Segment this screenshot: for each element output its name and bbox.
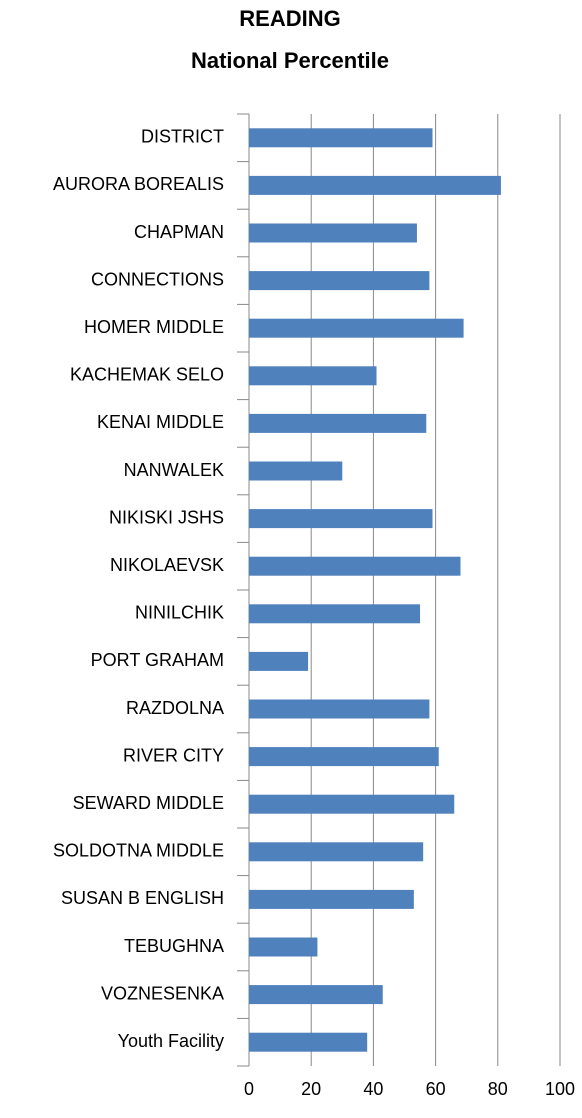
y-tick-label: NINILCHIK xyxy=(135,603,224,623)
chart-subtitle: National Percentile xyxy=(191,48,389,73)
bar xyxy=(249,175,501,195)
x-tick-label: 40 xyxy=(363,1079,383,1099)
y-tick-label: RAZDOLNA xyxy=(126,698,224,718)
x-tick-label: 100 xyxy=(545,1079,575,1099)
y-tick-label: NIKISKI JSHS xyxy=(109,507,224,527)
y-tick-label: PORT GRAHAM xyxy=(91,650,224,670)
y-tick-label: AURORA BOREALIS xyxy=(53,174,224,194)
x-tick-label: 20 xyxy=(301,1079,321,1099)
y-tick-label: TEBUGHNA xyxy=(124,936,224,956)
bar xyxy=(249,413,427,433)
y-tick-label: DISTRICT xyxy=(141,127,224,147)
bar xyxy=(249,271,430,291)
y-tick-label: KENAI MIDDLE xyxy=(97,412,224,432)
y-tick-label: SOLDOTNA MIDDLE xyxy=(53,841,224,861)
y-tick-label: Youth Facility xyxy=(118,1031,224,1051)
y-tick-label: KACHEMAK SELO xyxy=(70,365,224,385)
y-tick-label: VOZNESENKA xyxy=(101,983,224,1003)
y-tick-label: SEWARD MIDDLE xyxy=(73,793,224,813)
x-tick-label: 60 xyxy=(426,1079,446,1099)
y-tick-label: SUSAN B ENGLISH xyxy=(61,888,224,908)
bar xyxy=(249,985,383,1005)
chart-title: READING xyxy=(239,6,340,31)
x-tick-label: 80 xyxy=(488,1079,508,1099)
bar xyxy=(249,937,318,957)
bar xyxy=(249,651,309,671)
bar xyxy=(249,461,343,481)
y-tick-label: NANWALEK xyxy=(124,460,224,480)
x-tick-label: 0 xyxy=(244,1079,254,1099)
bar xyxy=(249,699,430,719)
bar xyxy=(249,604,421,624)
y-tick-label: RIVER CITY xyxy=(123,745,224,765)
bar xyxy=(249,509,433,529)
bar xyxy=(249,366,377,386)
bar xyxy=(249,128,433,148)
y-tick-label: NIKOLAEVSK xyxy=(110,555,224,575)
y-tick-label: CONNECTIONS xyxy=(91,269,224,289)
bar xyxy=(249,223,417,243)
y-tick-label: CHAPMAN xyxy=(134,222,224,242)
bar xyxy=(249,842,424,862)
bar xyxy=(249,556,461,576)
bar xyxy=(249,747,439,767)
bar xyxy=(249,1032,368,1052)
bar xyxy=(249,889,414,909)
bar xyxy=(249,318,464,338)
bar xyxy=(249,794,455,814)
y-tick-label: HOMER MIDDLE xyxy=(84,317,224,337)
